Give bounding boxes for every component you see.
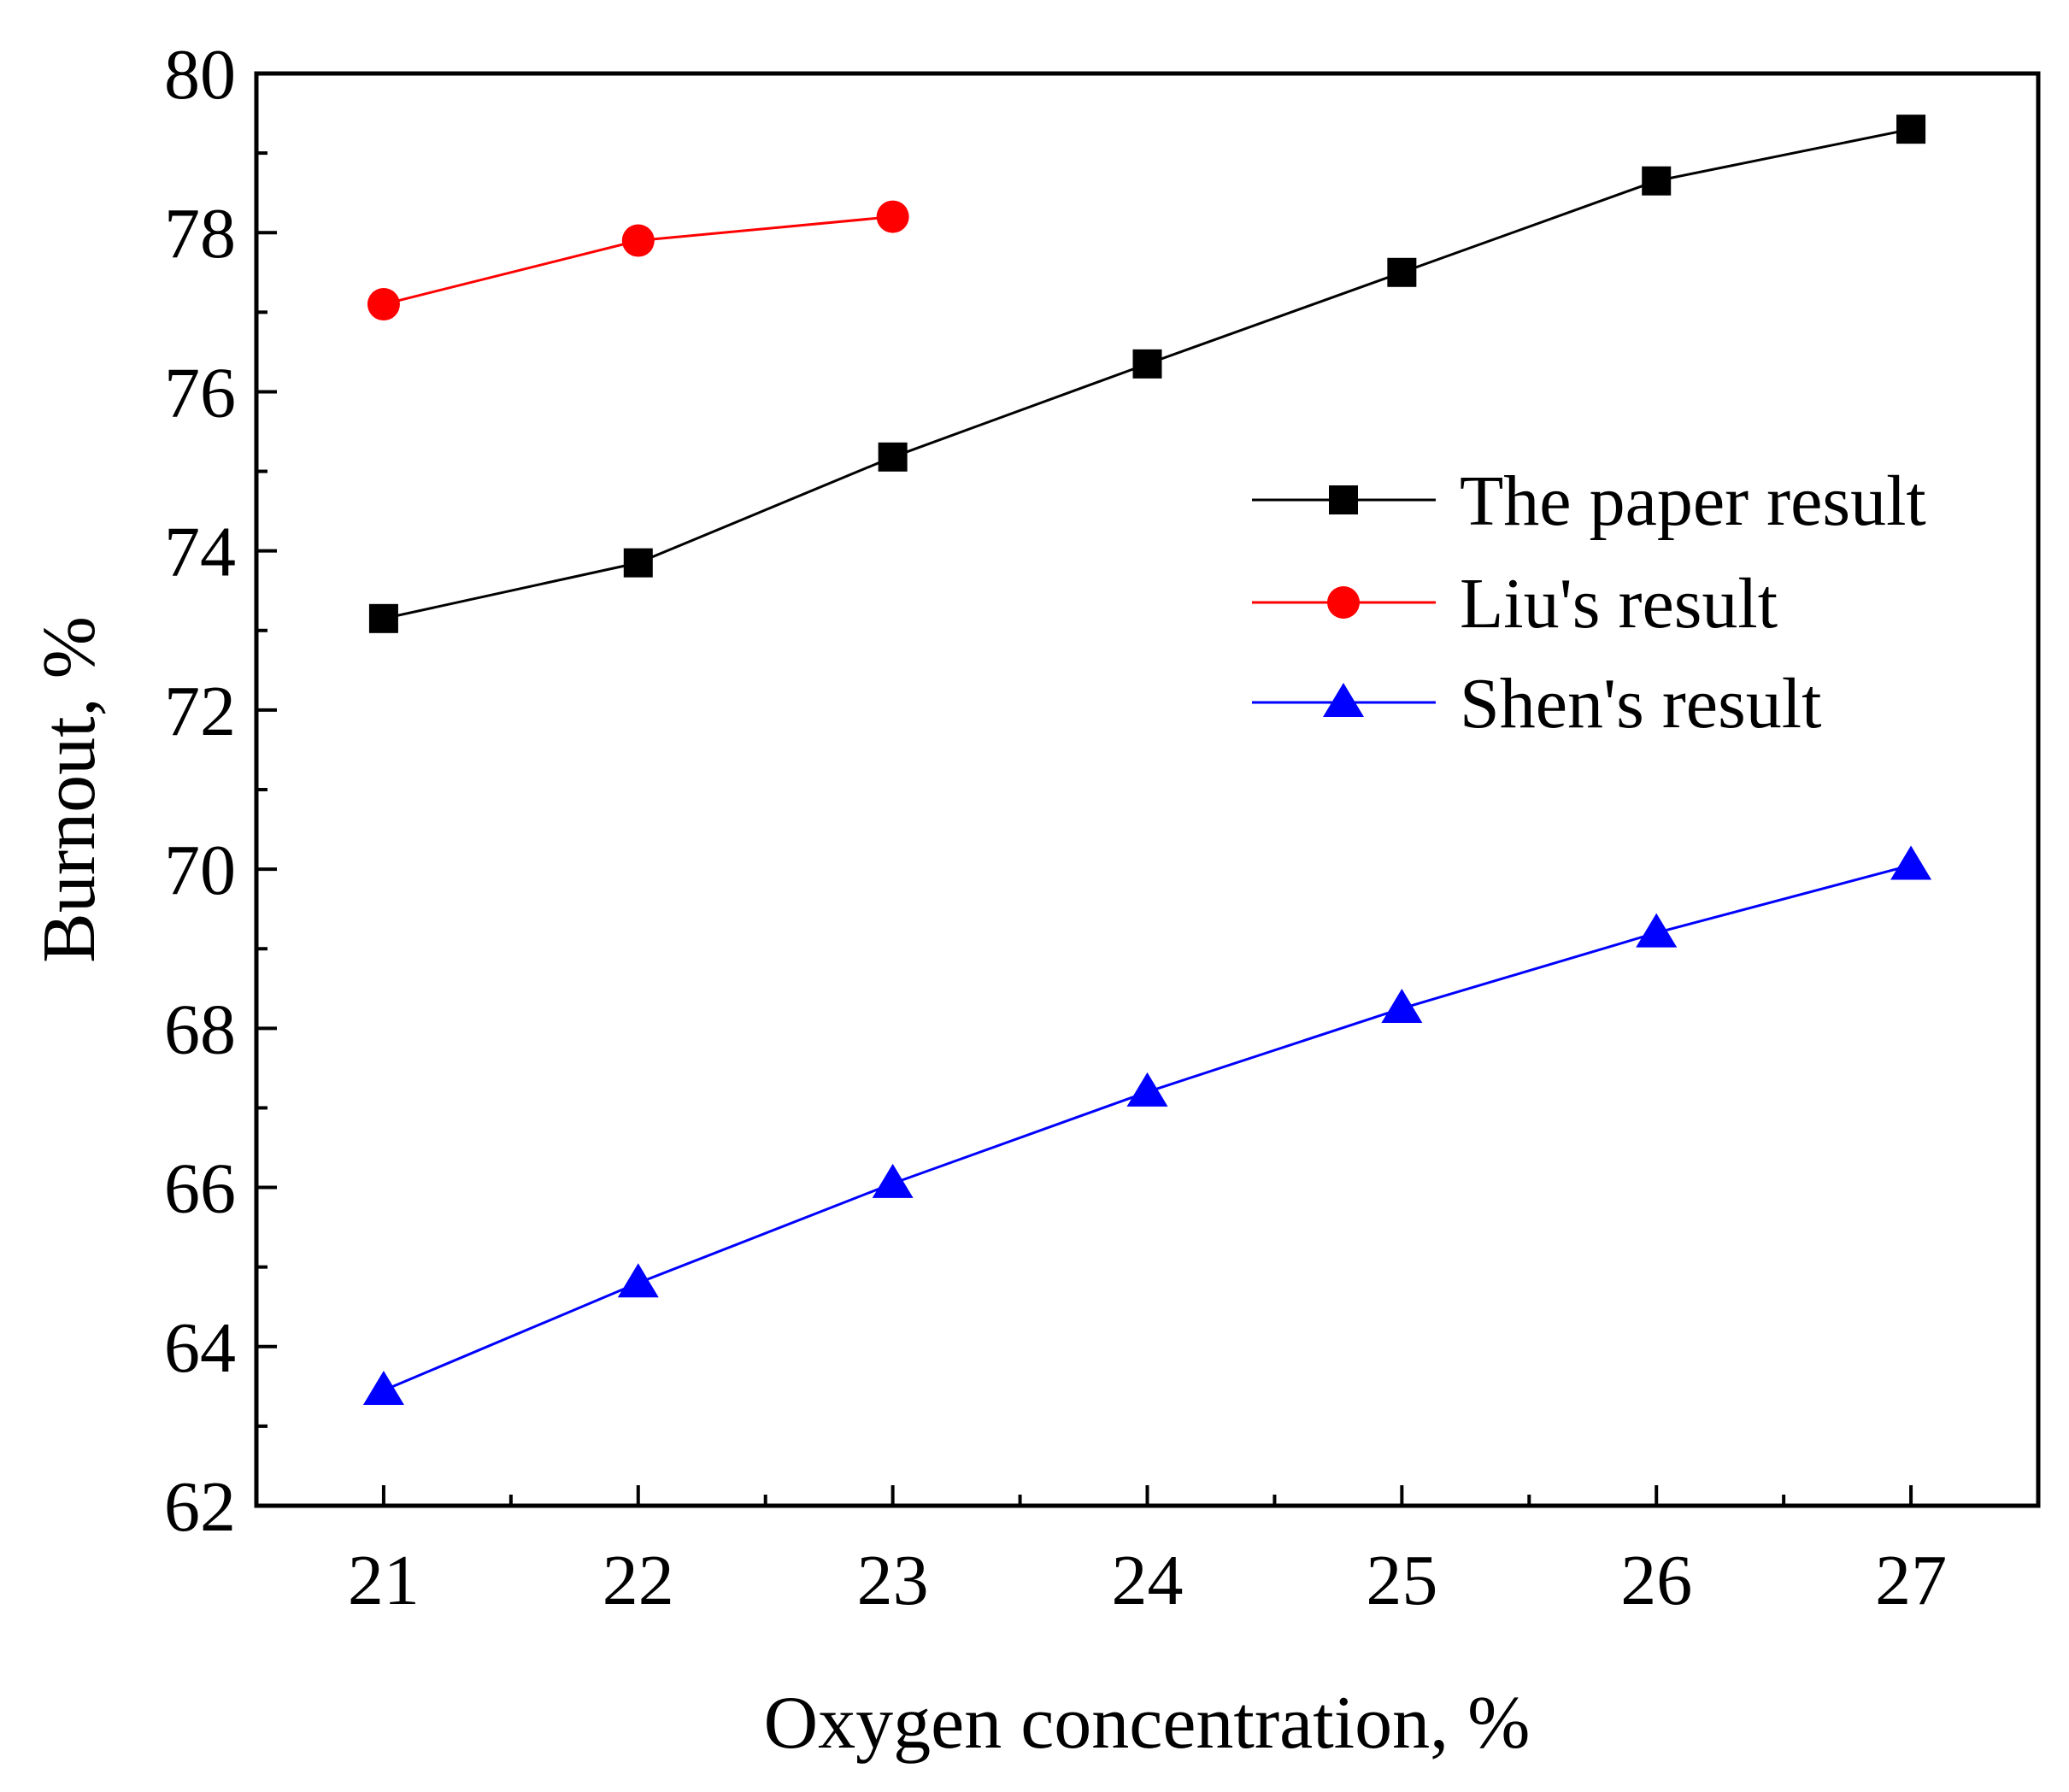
data-point [1896,115,1926,144]
data-point [872,1163,914,1198]
y-tick-label: 64 [164,1308,236,1388]
y-tick-label: 62 [164,1467,236,1547]
legend-item: Shen's result [1252,664,1821,743]
y-tick-label: 70 [164,831,236,910]
data-point [1381,989,1423,1024]
legend-item: The paper result [1252,461,1926,541]
y-tick-label: 72 [164,672,236,751]
x-tick-label: 25 [1366,1541,1437,1620]
data-point [878,442,908,472]
x-tick-label: 26 [1620,1541,1692,1620]
y-tick-label: 80 [164,35,236,115]
data-point [1636,913,1678,948]
y-tick-label: 74 [164,513,236,592]
x-tick-label: 24 [1112,1541,1184,1620]
data-point [362,1370,404,1405]
data-point [1132,349,1162,379]
x-axis-title: Oxygen concentration, % [764,1682,1531,1765]
data-point [1126,1072,1168,1107]
series-2 [367,200,909,321]
legend-item: Liu's result [1252,564,1778,643]
series-layer [362,115,1932,1405]
legend-marker [1329,485,1358,514]
legend-marker [1323,683,1364,717]
series-line [383,864,1912,1392]
x-axis: 21 22 23 24 25 26 27 [348,1485,1947,1620]
y-tick-label: 68 [164,990,236,1069]
series-1 [368,115,1926,633]
data-point [1890,845,1932,880]
x-tick-label: 27 [1875,1541,1947,1620]
x-tick-label: 21 [348,1541,420,1620]
data-point [621,224,655,257]
x-tick-label: 22 [602,1541,674,1620]
data-point [876,200,909,233]
data-point [367,288,400,321]
y-axis-title: Burnout, % [28,616,111,963]
legend-label: Liu's result [1460,564,1778,643]
data-point [617,1263,659,1298]
data-point [1387,257,1417,287]
data-point [368,603,398,633]
y-axis: 62 64 66 68 70 72 74 76 78 80 [164,35,277,1547]
series-3 [362,845,1932,1405]
data-point [623,548,653,578]
plot-frame [254,71,2041,1508]
y-tick-label: 76 [164,353,236,432]
legend-label: The paper result [1460,461,1926,541]
y-tick-label: 66 [164,1149,236,1229]
legend-label: Shen's result [1460,664,1821,743]
data-point [1642,166,1672,196]
x-tick-label: 23 [857,1541,929,1620]
legend-marker [1327,586,1360,619]
y-tick-label: 78 [164,194,236,273]
legend: The paper result Liu's result Shen's resul… [1252,461,1926,743]
